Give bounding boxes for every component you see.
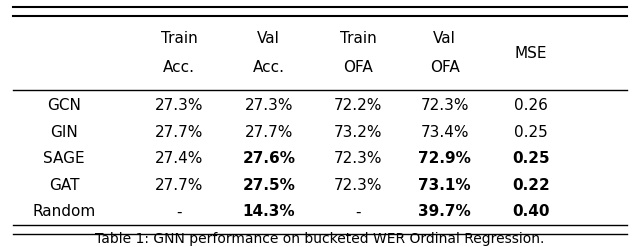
- Text: 73.1%: 73.1%: [419, 178, 471, 193]
- Text: 72.2%: 72.2%: [334, 98, 383, 113]
- Text: 0.40: 0.40: [513, 205, 550, 220]
- Text: Random: Random: [33, 205, 95, 220]
- Text: Val: Val: [433, 31, 456, 46]
- Text: -: -: [356, 205, 361, 220]
- Text: 72.3%: 72.3%: [420, 98, 469, 113]
- Text: 0.26: 0.26: [515, 98, 548, 113]
- Text: 27.4%: 27.4%: [155, 151, 204, 166]
- Text: -: -: [177, 205, 182, 220]
- Text: 0.25: 0.25: [513, 151, 550, 166]
- Text: Acc.: Acc.: [163, 60, 195, 75]
- Text: 39.7%: 39.7%: [419, 205, 471, 220]
- Text: GAT: GAT: [49, 178, 79, 193]
- Text: Train: Train: [340, 31, 377, 46]
- Text: 27.7%: 27.7%: [155, 124, 204, 140]
- Text: 72.9%: 72.9%: [419, 151, 471, 166]
- Text: Train: Train: [161, 31, 198, 46]
- Text: 27.5%: 27.5%: [243, 178, 295, 193]
- Text: 27.3%: 27.3%: [244, 98, 293, 113]
- Text: GCN: GCN: [47, 98, 81, 113]
- Text: 72.3%: 72.3%: [334, 178, 383, 193]
- Text: OFA: OFA: [344, 60, 373, 75]
- Text: GIN: GIN: [50, 124, 78, 140]
- Text: OFA: OFA: [430, 60, 460, 75]
- Text: 72.3%: 72.3%: [334, 151, 383, 166]
- Text: 73.4%: 73.4%: [420, 124, 469, 140]
- Text: 0.22: 0.22: [513, 178, 550, 193]
- Text: MSE: MSE: [515, 46, 547, 61]
- Text: Acc.: Acc.: [253, 60, 285, 75]
- Text: 27.6%: 27.6%: [243, 151, 295, 166]
- Text: Val: Val: [257, 31, 280, 46]
- Text: SAGE: SAGE: [43, 151, 85, 166]
- Text: 27.3%: 27.3%: [155, 98, 204, 113]
- Text: 27.7%: 27.7%: [244, 124, 293, 140]
- Text: Table 1: GNN performance on bucketed WER Ordinal Regression.: Table 1: GNN performance on bucketed WER…: [95, 232, 545, 246]
- Text: 0.25: 0.25: [515, 124, 548, 140]
- Text: 73.2%: 73.2%: [334, 124, 383, 140]
- Text: 27.7%: 27.7%: [155, 178, 204, 193]
- Text: 14.3%: 14.3%: [243, 205, 295, 220]
